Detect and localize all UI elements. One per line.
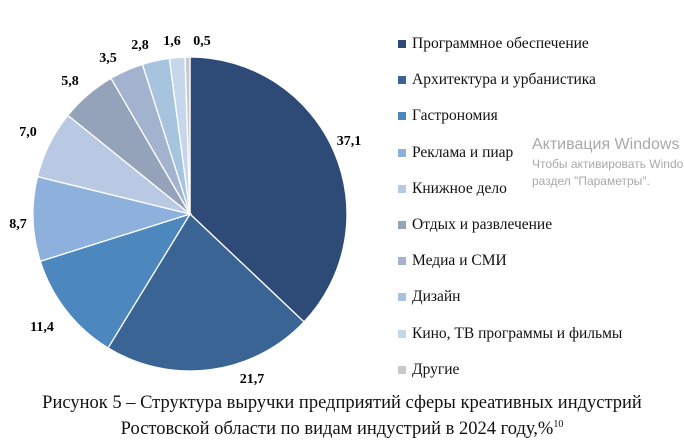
legend-swatch <box>398 40 406 48</box>
data-label: 21,7 <box>240 372 265 387</box>
legend-swatch <box>398 148 406 157</box>
legend-swatch <box>398 112 406 121</box>
caption-line-1: Рисунок 5 – Структура выручки предприяти… <box>42 393 642 413</box>
pie-slice <box>107 212 305 372</box>
pie-slice <box>39 212 192 349</box>
legend-label: Отдых и развлечение <box>412 215 553 233</box>
watermark-line-1: Чтобы активировать Windo <box>532 157 684 171</box>
data-label: 3,5 <box>99 51 117 66</box>
legend-item: Книжное дело <box>398 180 622 216</box>
legend-item: Кино, ТВ программы и фильмы <box>398 325 622 361</box>
pie-slice <box>184 56 191 215</box>
watermark-line-2: раздел "Параметры". <box>532 174 650 188</box>
legend-label: Программное обеспечение <box>412 35 589 52</box>
legend-item: Гастрономия <box>398 107 622 143</box>
data-label: 11,4 <box>30 320 54 335</box>
legend-label: Реклама и пиар <box>412 143 514 161</box>
legend-label: Гастрономия <box>412 107 498 125</box>
data-label: 5,8 <box>61 74 79 89</box>
legend-item: Реклама и пиар <box>398 144 622 180</box>
legend-swatch <box>398 257 406 266</box>
legend-label: Архитектура и урбанистика <box>412 71 596 89</box>
legend-swatch <box>398 184 406 193</box>
pie-slice <box>32 175 193 263</box>
legend-item: Дизайн <box>398 288 622 324</box>
legend-swatch <box>398 293 406 302</box>
caption-text: Ростовской области по видам индустрий в … <box>120 419 554 440</box>
data-label: 37,1 <box>337 134 362 149</box>
data-label: 0,5 <box>193 34 211 49</box>
legend-item: Медиа и СМИ <box>398 252 622 288</box>
legend-swatch <box>398 329 406 338</box>
legend: Программное обеспечение Архитектура и урб… <box>398 35 622 397</box>
legend-swatch <box>398 365 406 374</box>
data-label: 8,7 <box>9 217 27 232</box>
caption-line-2: Ростовской области по видам индустрий в … <box>0 419 684 440</box>
data-label: 1,6 <box>163 34 181 49</box>
data-label: 7,0 <box>19 125 37 140</box>
legend-label: Дизайн <box>412 288 461 306</box>
legend-item: Другие <box>398 361 622 397</box>
footnote-ref: 10 <box>553 419 564 430</box>
legend-label: Книжное дело <box>412 179 507 197</box>
legend-item: Отдых и развлечение <box>398 216 622 252</box>
legend-item: Программное обеспечение <box>398 35 622 71</box>
legend-label: Другие <box>412 360 460 378</box>
legend-label: Кино, ТВ программы и фильмы <box>412 324 623 342</box>
pie-slice <box>189 56 348 323</box>
legend-label: Медиа и СМИ <box>412 252 507 270</box>
legend-item: Архитектура и урбанистика <box>398 71 622 107</box>
data-label: 2,8 <box>131 38 149 53</box>
watermark-title: Активация Windows <box>532 136 680 153</box>
legend-swatch <box>398 76 406 85</box>
legend-swatch <box>398 220 406 229</box>
